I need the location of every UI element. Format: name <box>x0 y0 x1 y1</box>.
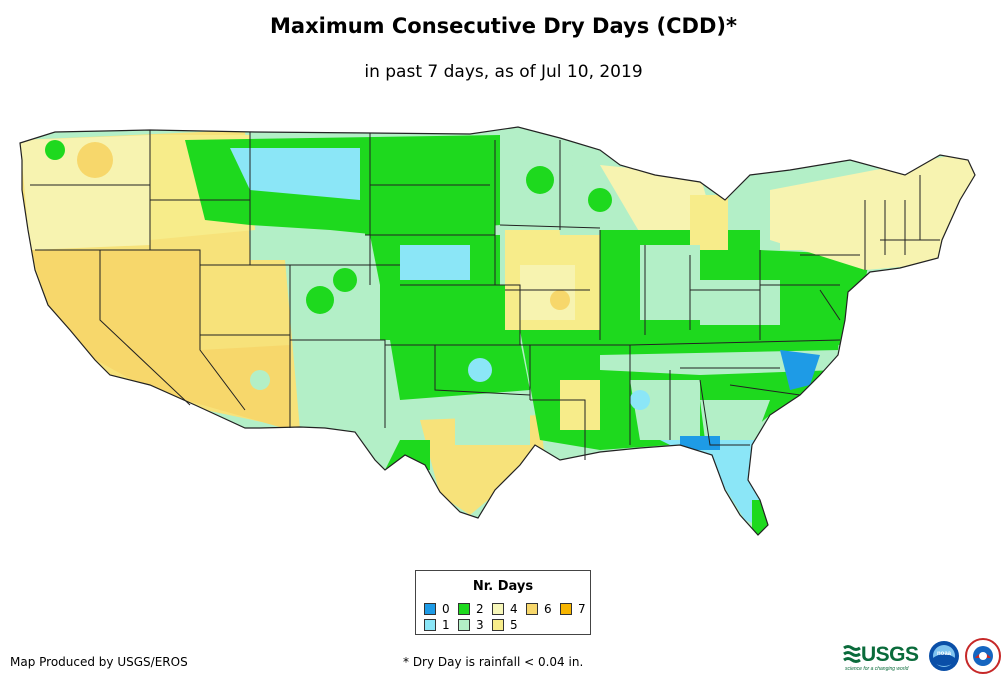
noaa-logo-text: noaa <box>937 651 952 657</box>
legend-label: 1 <box>442 618 450 632</box>
usgs-logo-text: USGS <box>861 643 919 666</box>
legend-item-3: 3 <box>458 618 484 632</box>
usgs-tagline: science for a changing world <box>845 666 909 672</box>
dry-days-fill <box>20 127 975 535</box>
legend-swatch <box>526 603 538 615</box>
legend-label: 4 <box>510 602 518 616</box>
nws-logo-icon <box>965 638 1001 674</box>
legend-swatch <box>560 603 572 615</box>
legend-swatch <box>492 619 504 631</box>
legend-item-5: 5 <box>492 618 518 632</box>
legend-label: 3 <box>476 618 484 632</box>
legend-item-0: 0 <box>424 602 450 616</box>
noaa-logo-icon: noaa <box>929 641 959 671</box>
legend-item-7: 7 <box>560 602 586 616</box>
legend-swatch <box>424 619 436 631</box>
legend-swatch <box>492 603 504 615</box>
legend-item-6: 6 <box>526 602 552 616</box>
legend-label: 7 <box>578 602 586 616</box>
legend-swatch <box>458 619 470 631</box>
legend-label: 0 <box>442 602 450 616</box>
legend-title: Nr. Days <box>472 579 534 594</box>
us-dry-days-map <box>19 126 976 536</box>
state-borders <box>19 126 976 536</box>
legend-label: 5 <box>510 618 518 632</box>
legend-label: 2 <box>476 602 484 616</box>
legend-swatch <box>458 603 470 615</box>
legend-label: 6 <box>544 602 552 616</box>
legend-item-1: 1 <box>424 618 450 632</box>
map-title: Maximum Consecutive Dry Days (CDD)* <box>270 14 737 38</box>
legend-box: Nr. Days 0 1 2 3 4 5 6 7 <box>415 570 591 635</box>
agency-logos: USGS science for a changing world noaa <box>843 636 1003 676</box>
map-subtitle: in past 7 days, as of Jul 10, 2019 <box>364 62 643 82</box>
legend-item-4: 4 <box>492 602 518 616</box>
map-credit: Map Produced by USGS/EROS <box>10 655 188 669</box>
legend-item-2: 2 <box>458 602 484 616</box>
usgs-wave-icon <box>843 645 861 663</box>
legend-swatch <box>424 603 436 615</box>
dry-day-footnote: * Dry Day is rainfall < 0.04 in. <box>403 655 584 669</box>
